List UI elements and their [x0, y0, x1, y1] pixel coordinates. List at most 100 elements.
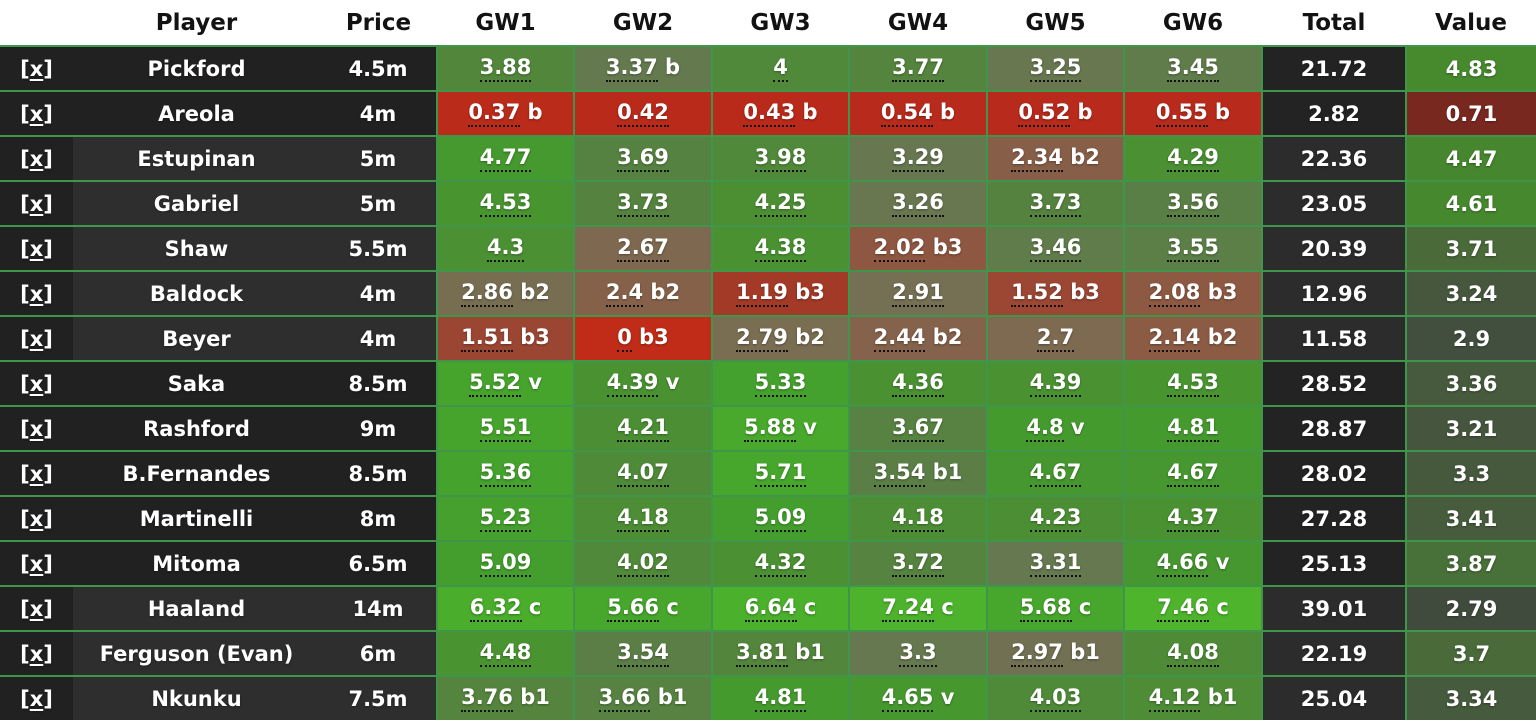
gw4-score-cell: 3.77 — [848, 45, 988, 91]
remove-player-button[interactable]: [x] — [0, 450, 73, 496]
player-name: Saka — [73, 360, 320, 406]
gw1-score-cell: 5.36 — [436, 450, 575, 496]
remove-bracket-close: ] — [43, 641, 53, 666]
total-points-cell: 22.19 — [1261, 630, 1406, 676]
gw5-score-cell: 1.52 b3 — [986, 270, 1125, 316]
gw6-score-cell: 2.08 b3 — [1123, 270, 1263, 316]
gw-score: 4.36 — [892, 371, 944, 398]
remove-x: x — [29, 461, 44, 486]
remove-player-button[interactable]: [x] — [0, 135, 73, 181]
remove-bracket-close: ] — [43, 596, 53, 621]
remove-bracket-open: [ — [20, 551, 30, 576]
table-row: [x] Nkunku 7.5m 3.76 b1 3.66 b1 4.81 4.65 v 4.0… — [0, 675, 1536, 720]
gw6-score-cell: 4.67 — [1123, 450, 1263, 496]
header-price: Price — [320, 0, 437, 46]
remove-x: x — [29, 56, 44, 81]
gw-score: 3.69 — [617, 146, 669, 173]
gw-score: 2.14 — [1148, 326, 1201, 353]
gw-score: 5.68 — [1019, 596, 1072, 623]
gw1-score-cell: 3.88 — [436, 45, 575, 91]
gw-score-flag: b — [657, 54, 681, 79]
player-table-body: [x] Pickford 4.5m 3.88 3.37 b 4 3.77 3.25 3.45 21… — [0, 45, 1536, 720]
gw-score: 0.42 — [617, 101, 669, 128]
gw5-score-cell: 3.31 — [986, 540, 1125, 586]
remove-bracket-close: ] — [43, 461, 53, 486]
gw-score-flag: b3 — [512, 324, 550, 349]
gw-score: 3.31 — [1029, 551, 1082, 578]
gw-score: 3.77 — [892, 56, 944, 83]
remove-bracket-open: [ — [20, 56, 30, 81]
gw-score: 0.54 — [880, 101, 933, 128]
gw-score: 3.3 — [899, 641, 937, 668]
player-price: 8.5m — [320, 360, 437, 406]
remove-player-button[interactable]: [x] — [0, 90, 73, 136]
remove-player-button[interactable]: [x] — [0, 360, 73, 406]
table-row: [x] Gabriel 5m 4.53 3.73 4.25 3.26 3.73 3.56 23.0… — [0, 180, 1536, 226]
gw-score-flag: b2 — [643, 279, 681, 304]
gw-score: 2.4 — [605, 281, 644, 308]
gw4-score-cell: 3.3 — [848, 630, 988, 676]
header-gw4: GW4 — [849, 0, 987, 46]
remove-bracket-open: [ — [20, 191, 30, 216]
gw-score: 4.53 — [479, 191, 532, 218]
remove-player-button[interactable]: [x] — [0, 270, 73, 316]
gw-score: 4.39 — [1029, 371, 1082, 398]
remove-player-button[interactable]: [x] — [0, 540, 73, 586]
value-cell: 3.87 — [1405, 540, 1536, 586]
total-points-cell: 20.39 — [1261, 225, 1406, 271]
gw-score: 3.54 — [873, 461, 926, 488]
remove-x: x — [29, 191, 44, 216]
player-price: 8m — [320, 495, 437, 541]
remove-bracket-close: ] — [43, 236, 53, 261]
gw2-score-cell: 4.39 v — [573, 360, 713, 406]
value-cell: 3.24 — [1405, 270, 1536, 316]
remove-player-button[interactable]: [x] — [0, 630, 73, 676]
gw2-score-cell: 3.73 — [573, 180, 713, 226]
remove-bracket-close: ] — [43, 101, 53, 126]
gw-score-flag: c — [1209, 594, 1229, 619]
remove-player-button[interactable]: [x] — [0, 315, 73, 361]
remove-x: x — [29, 641, 44, 666]
gw6-score-cell: 4.81 — [1123, 405, 1263, 451]
gw2-score-cell: 2.4 b2 — [573, 270, 713, 316]
gw2-score-cell: 0.42 — [573, 90, 713, 136]
gw6-score-cell: 4.53 — [1123, 360, 1263, 406]
gw4-score-cell: 2.91 — [848, 270, 988, 316]
remove-bracket-close: ] — [43, 146, 53, 171]
gw-score-flag: b1 — [512, 684, 550, 709]
gw-score: 5.09 — [754, 506, 807, 533]
gw-score: 2.44 — [873, 326, 926, 353]
gw-score-flag: b3 — [787, 279, 825, 304]
gw-score: 4 — [773, 56, 788, 83]
gw-score: 2.08 — [1148, 281, 1201, 308]
player-price: 14m — [320, 585, 437, 631]
remove-player-button[interactable]: [x] — [0, 225, 73, 271]
gw1-score-cell: 5.52 v — [436, 360, 575, 406]
total-points-cell: 27.28 — [1261, 495, 1406, 541]
gw-score: 6.64 — [744, 596, 797, 623]
gw-score: 5.23 — [479, 506, 532, 533]
remove-bracket-close: ] — [43, 371, 53, 396]
remove-player-button[interactable]: [x] — [0, 585, 73, 631]
value-cell: 3.36 — [1405, 360, 1536, 406]
gw-score: 2.7 — [1036, 326, 1075, 353]
gw-score-flag: b — [1070, 99, 1093, 124]
gw-score: 5.36 — [479, 461, 532, 488]
remove-player-button[interactable]: [x] — [0, 45, 73, 91]
remove-player-button[interactable]: [x] — [0, 675, 73, 720]
remove-player-button[interactable]: [x] — [0, 180, 73, 226]
remove-player-button[interactable]: [x] — [0, 495, 73, 541]
gw-score: 4.08 — [1167, 641, 1219, 668]
gw-score: 0 — [617, 326, 632, 353]
gw-score: 4.39 — [606, 371, 659, 398]
remove-player-button[interactable]: [x] — [0, 405, 73, 451]
table-row: [x] Shaw 5.5m 4.3 2.67 4.38 2.02 b3 3.46 3.55 20.… — [0, 225, 1536, 271]
remove-bracket-open: [ — [20, 101, 30, 126]
remove-bracket-open: [ — [20, 371, 30, 396]
player-price: 4m — [320, 270, 437, 316]
gw-score-flag: c — [659, 594, 679, 619]
gw4-score-cell: 3.72 — [848, 540, 988, 586]
gw6-score-cell: 4.66 v — [1123, 540, 1263, 586]
gw5-score-cell: 2.97 b1 — [986, 630, 1125, 676]
